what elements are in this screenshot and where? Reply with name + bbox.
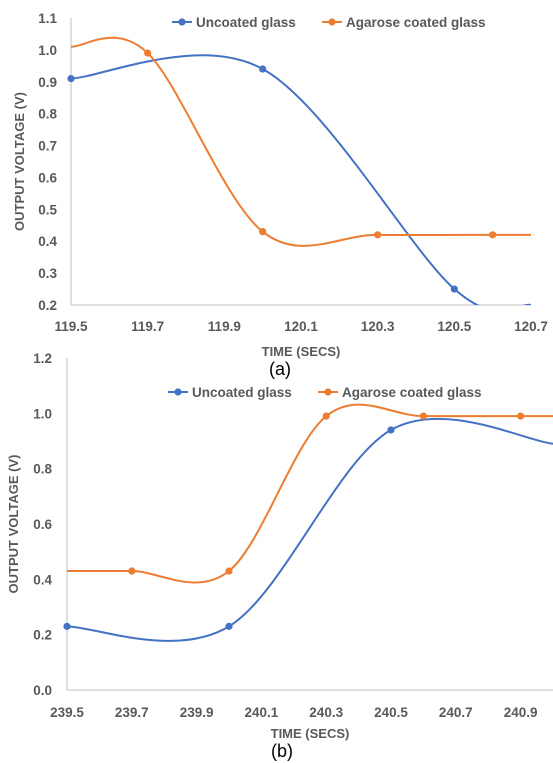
x-tick-label: 119.9 <box>208 319 241 334</box>
series-line <box>67 403 553 584</box>
legend-label: Uncoated glass <box>196 15 296 30</box>
x-tick-label: 240.5 <box>374 705 408 720</box>
series-line <box>71 36 531 247</box>
legend-marker <box>328 18 336 26</box>
x-axis-title: TIME (SECS) <box>262 344 341 359</box>
y-tick-label: 0.2 <box>38 298 57 313</box>
data-point <box>225 567 233 575</box>
data-point <box>374 231 382 239</box>
series-line <box>71 54 531 305</box>
y-tick-label: 1.2 <box>33 351 52 366</box>
y-tick-label: 1.1 <box>38 11 57 26</box>
caption-a: (a) <box>269 359 291 379</box>
data-point <box>387 426 395 434</box>
x-tick-label: 239.5 <box>50 705 84 720</box>
data-point <box>322 412 330 420</box>
x-tick-label: 240.7 <box>439 705 473 720</box>
chart-b: 0.0 0.2 0.4 0.6 0.8 1.0 1.2 239.5 239.7 239.9 240.… <box>6 351 553 741</box>
caption-b: (b) <box>271 741 293 761</box>
y-tick-label: 1.0 <box>38 43 57 58</box>
y-tick-label: 0.2 <box>33 628 52 643</box>
data-point <box>489 231 497 239</box>
x-tick-label: 240.3 <box>309 705 343 720</box>
y-tick-label: 0.7 <box>38 139 57 154</box>
x-tick-label: 240.1 <box>245 705 279 720</box>
x-tick-label: 119.7 <box>131 319 164 334</box>
data-point <box>259 65 267 73</box>
series-line <box>67 417 553 642</box>
data-point <box>517 412 525 420</box>
x-tick-label: 120.3 <box>361 319 395 334</box>
y-tick-label: 0.8 <box>38 107 57 122</box>
y-tick-label: 0.5 <box>38 202 57 217</box>
x-tick-label: 240.9 <box>504 705 538 720</box>
data-point <box>128 567 136 575</box>
legend-marker <box>178 18 186 26</box>
legend-marker <box>174 388 182 396</box>
data-point <box>144 49 152 57</box>
y-tick-label: 0.0 <box>33 683 52 698</box>
legend-label: Agarose coated glass <box>342 385 482 400</box>
y-tick-label: 0.6 <box>38 170 57 185</box>
x-axis-title: TIME (SECS) <box>271 726 350 741</box>
data-point <box>67 74 75 83</box>
legend-marker <box>324 388 332 396</box>
data-point <box>225 622 233 630</box>
chart-a: 0.2 0.3 0.4 0.5 0.6 0.7 0.8 0.9 1.0 1.1 119.5 119.7… <box>12 11 548 359</box>
y-tick-label: 1.0 <box>33 406 52 421</box>
y-tick-label: 0.9 <box>38 75 57 90</box>
y-axis-title: OUTPUT VOLTAGE (V) <box>6 455 21 594</box>
x-tick-label: 239.7 <box>115 705 149 720</box>
legend-label: Agarose coated glass <box>346 15 486 30</box>
data-point <box>419 412 427 420</box>
y-tick-label: 0.6 <box>33 517 52 532</box>
data-point <box>259 228 267 236</box>
x-tick-label: 120.5 <box>437 319 471 334</box>
y-axis-title: OUTPUT VOLTAGE (V) <box>12 92 27 231</box>
y-tick-label: 0.4 <box>33 572 52 587</box>
x-tick-label: 120.1 <box>284 319 318 334</box>
y-tick-label: 0.4 <box>38 234 57 249</box>
data-point <box>63 622 71 630</box>
x-tick-label: 120.7 <box>514 319 548 334</box>
x-tick-label: 119.5 <box>54 319 88 334</box>
y-tick-label: 0.8 <box>33 462 52 477</box>
x-tick-label: 239.9 <box>180 705 214 720</box>
data-point <box>450 285 458 293</box>
legend-label: Uncoated glass <box>192 385 292 400</box>
y-tick-label: 0.3 <box>38 266 57 281</box>
